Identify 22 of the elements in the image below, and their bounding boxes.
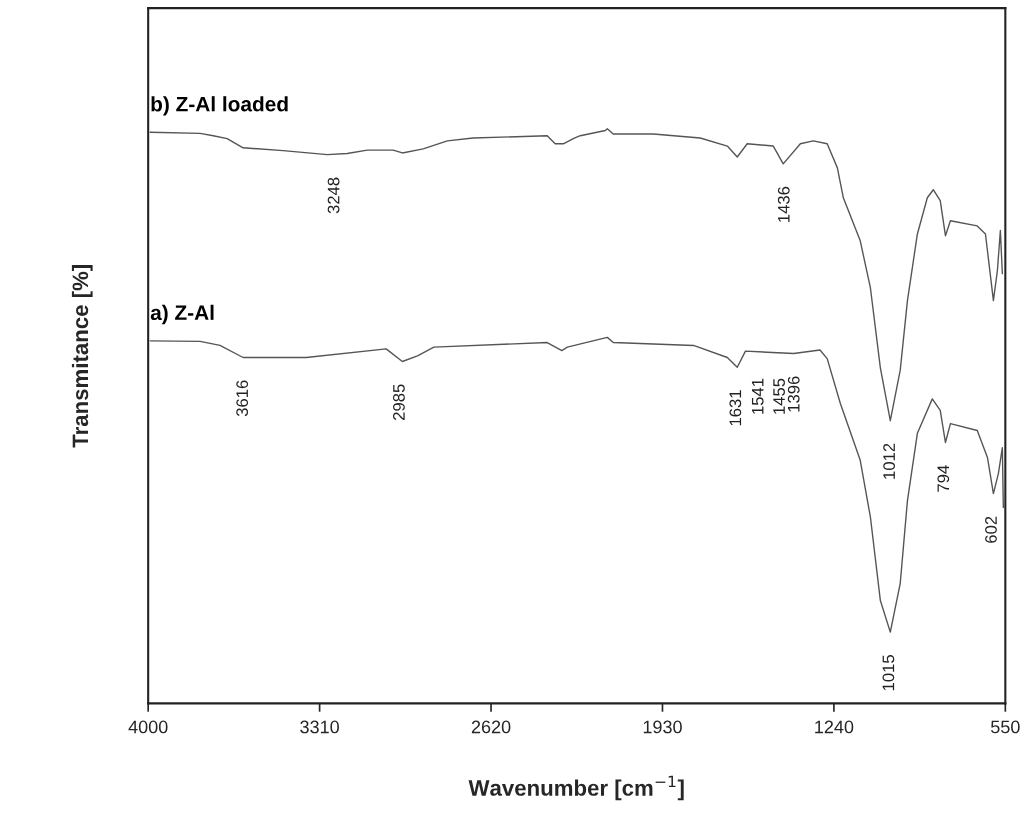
- annotation: 602: [985, 516, 997, 543]
- x-tick-label: 550: [990, 720, 1020, 734]
- annotation: 3616: [236, 380, 249, 417]
- annotation: 1631: [729, 390, 742, 426]
- annotation: 1015: [882, 655, 895, 691]
- y-axis-title: Transmitance [%]: [71, 265, 93, 448]
- annotation: 1455: [773, 378, 785, 414]
- x-tick-label: 2620: [471, 720, 511, 734]
- x-tick-label: 1930: [643, 720, 682, 734]
- series-label: b) Z-Al loaded: [151, 96, 288, 116]
- annotation: 1012: [883, 443, 896, 479]
- x-tick-label: 3310: [300, 720, 339, 734]
- annotation: 1541: [751, 378, 764, 414]
- series-label: a) Z-Al: [150, 304, 214, 325]
- x-axis-title: Wavenumber [cm$^{−1}$]: [468, 775, 684, 801]
- annotation: 794: [937, 465, 950, 492]
- x-tick-label: 4000: [128, 720, 168, 734]
- annotation: 2985: [393, 384, 405, 420]
- x-tick-label: 1240: [815, 720, 854, 734]
- annotation: 1436: [777, 186, 790, 222]
- annotation: 1396: [787, 376, 800, 412]
- annotation: 3248: [327, 177, 340, 214]
